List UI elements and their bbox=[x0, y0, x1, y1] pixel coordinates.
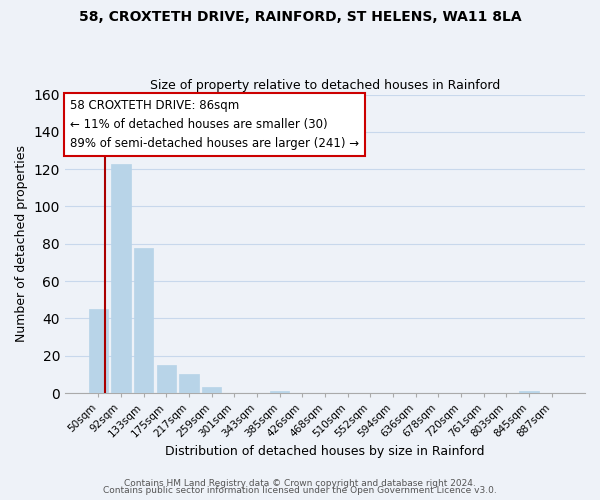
Text: Contains HM Land Registry data © Crown copyright and database right 2024.: Contains HM Land Registry data © Crown c… bbox=[124, 478, 476, 488]
Text: 58 CROXTETH DRIVE: 86sqm
← 11% of detached houses are smaller (30)
89% of semi-d: 58 CROXTETH DRIVE: 86sqm ← 11% of detach… bbox=[70, 99, 359, 150]
Text: Contains public sector information licensed under the Open Government Licence v3: Contains public sector information licen… bbox=[103, 486, 497, 495]
Bar bbox=[270, 391, 289, 393]
Bar bbox=[157, 365, 176, 393]
Bar bbox=[520, 391, 539, 393]
Y-axis label: Number of detached properties: Number of detached properties bbox=[15, 146, 28, 342]
Title: Size of property relative to detached houses in Rainford: Size of property relative to detached ho… bbox=[150, 79, 500, 92]
Bar bbox=[134, 248, 153, 393]
Bar bbox=[202, 388, 221, 393]
Text: 58, CROXTETH DRIVE, RAINFORD, ST HELENS, WA11 8LA: 58, CROXTETH DRIVE, RAINFORD, ST HELENS,… bbox=[79, 10, 521, 24]
Bar bbox=[89, 309, 108, 393]
Bar bbox=[179, 374, 199, 393]
Bar bbox=[111, 164, 131, 393]
X-axis label: Distribution of detached houses by size in Rainford: Distribution of detached houses by size … bbox=[165, 444, 485, 458]
